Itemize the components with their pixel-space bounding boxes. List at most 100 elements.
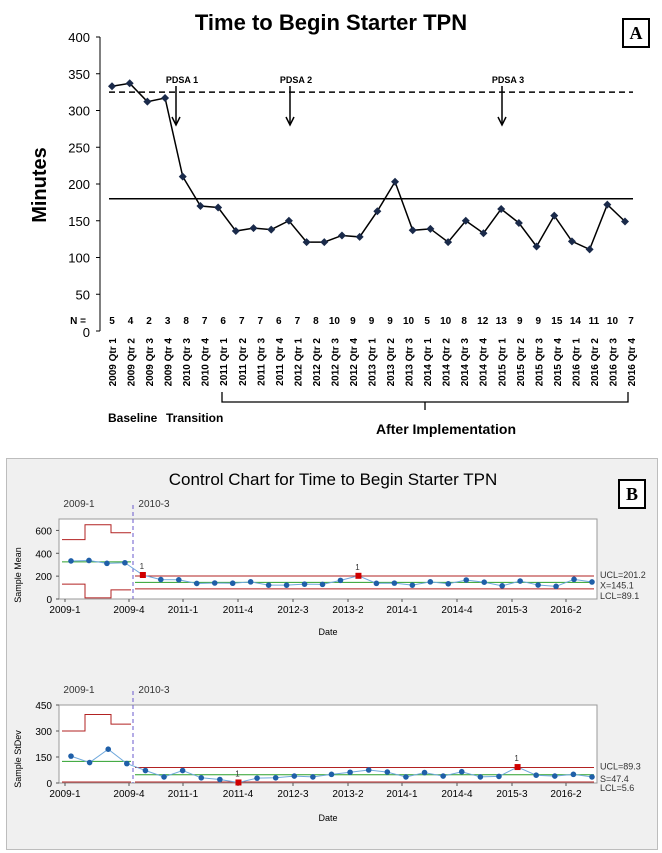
data-point	[302, 238, 311, 247]
data-point	[463, 577, 470, 583]
n-value: 8	[461, 316, 467, 327]
x-tick-label: 2014 Qtr 3	[460, 338, 471, 387]
data-point	[444, 238, 453, 247]
n-value: 8	[183, 316, 189, 327]
y-tick-label: 300	[68, 104, 90, 119]
data-point	[427, 579, 434, 585]
data-point	[421, 769, 428, 776]
x-tick-label: 2011 Qtr 3	[256, 338, 267, 386]
data-point	[347, 769, 353, 776]
limit-label: LCL=5.6	[600, 783, 634, 793]
n-value: 10	[607, 316, 619, 327]
y-tick-label: 200	[68, 177, 90, 192]
x-tick-label: 2016 Qtr 3	[608, 338, 619, 387]
n-value: 7	[202, 316, 208, 327]
data-point	[265, 582, 272, 588]
flag-label: 1	[235, 769, 240, 778]
n-value: 9	[517, 316, 523, 327]
y-axis-label: Sample Mean	[13, 547, 23, 603]
y-tick-label: 0	[46, 779, 52, 790]
data-point	[391, 177, 400, 186]
n-value: 9	[387, 316, 393, 327]
series-line	[111, 82, 626, 251]
data-point	[567, 237, 576, 246]
x-tick-label: 2015 Qtr 2	[516, 338, 527, 387]
ucl-line-baseline	[62, 524, 131, 541]
panel-a: Time to Begin Starter TPN Minutes 50 100 150…	[29, 10, 650, 437]
n-value: 6	[220, 316, 226, 327]
data-point	[458, 768, 465, 775]
limit-label: UCL=201.2	[600, 570, 646, 580]
data-point	[337, 231, 346, 240]
data-point	[426, 224, 435, 233]
data-point	[272, 775, 279, 781]
x-tick-label: 2016-2	[550, 789, 582, 800]
n-value: 6	[276, 316, 282, 327]
n-value: 13	[496, 316, 508, 327]
x-tick-label: 2016-2	[550, 605, 582, 616]
data-point	[461, 216, 470, 225]
data-point	[214, 203, 223, 212]
data-point	[175, 577, 182, 583]
data-point	[409, 582, 416, 588]
data-point	[570, 771, 577, 778]
x-tick-label: 2015-3	[496, 789, 528, 800]
data-point	[122, 559, 128, 566]
x-tick-label: 2015 Qtr 3	[534, 338, 545, 387]
data-point	[267, 225, 276, 234]
limit-label: LCL=89.1	[600, 591, 639, 601]
data-point	[550, 211, 559, 220]
data-point	[217, 776, 223, 783]
phase-label: 2009-1	[63, 499, 95, 510]
pdsa-arrow-head	[497, 116, 507, 127]
y-tick-label: 250	[68, 140, 90, 155]
x-tick-label: 2013 Qtr 3	[405, 338, 416, 387]
x-tick-label: 2014-4	[441, 605, 473, 616]
x-tick-label: 2011-1	[168, 605, 199, 616]
x-tick-label: 2009 Qtr 2	[127, 338, 138, 387]
pdsa-label: PDSA 2	[280, 75, 312, 85]
data-point	[440, 773, 446, 779]
limit-label: UCL=89.3	[600, 762, 641, 772]
data-point	[445, 581, 452, 587]
n-value: 2	[146, 316, 152, 327]
pdsa-arrow-head	[171, 116, 181, 127]
x-tick-label: 2015 Qtr 1	[497, 338, 508, 387]
data-point	[86, 759, 93, 766]
data-point	[254, 775, 260, 781]
x-tick-label: 2010 Qtr 4	[201, 338, 212, 387]
n-value: 5	[109, 316, 115, 327]
pdsa-label: PDSA 3	[492, 75, 524, 85]
y-tick-label: 0	[83, 325, 90, 340]
data-point	[283, 582, 290, 588]
data-point	[284, 216, 293, 225]
x-tick-label: 2014-4	[441, 789, 473, 800]
x-tick-label: 2012 Qtr 1	[293, 338, 304, 387]
y-tick-label: 300	[35, 727, 52, 738]
data-point	[68, 558, 74, 564]
x-tick-label: 2011-4	[223, 605, 254, 616]
data-point	[320, 238, 329, 247]
data-point	[249, 224, 258, 233]
data-point	[365, 767, 372, 773]
chart-title: Control Chart for Time to Begin Starter …	[169, 470, 497, 489]
x-tick-label: 2011 Qtr 4	[275, 338, 286, 386]
x-tick-label: 2016 Qtr 2	[590, 338, 601, 387]
x-tick-label: 2009-4	[113, 605, 145, 616]
data-point	[355, 232, 364, 241]
data-point	[497, 204, 506, 213]
n-value: 5	[424, 316, 430, 327]
n-value: 10	[403, 316, 415, 327]
data-point	[585, 245, 594, 254]
n-label: N =	[70, 316, 86, 327]
x-tick-label: 2009-1	[49, 605, 81, 616]
y-axis-label: Minutes	[29, 147, 51, 223]
x-tick-label: 2014 Qtr 1	[423, 338, 434, 387]
chart-a: Time to Begin Starter TPNMinutes50100150…	[29, 10, 638, 437]
flag-label: 1	[514, 754, 519, 763]
data-point	[589, 774, 595, 780]
panel-label-b: B	[618, 479, 646, 509]
data-point	[517, 578, 523, 584]
data-point	[211, 580, 218, 586]
x-tick-label: 2010 Qtr 3	[182, 338, 193, 387]
